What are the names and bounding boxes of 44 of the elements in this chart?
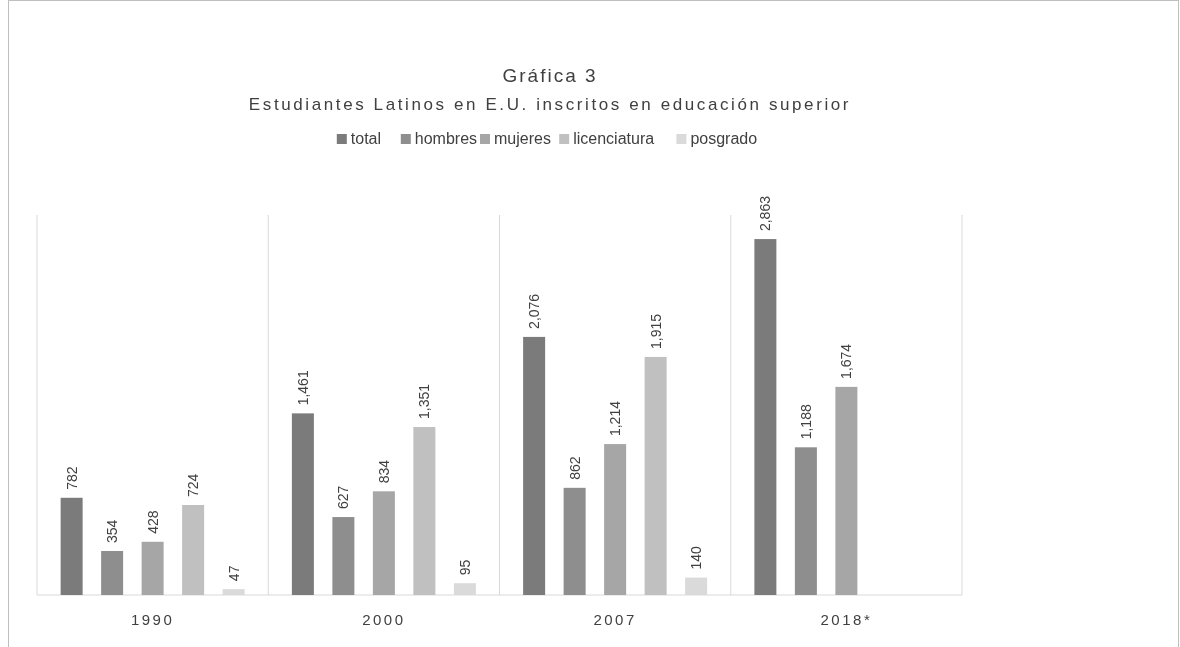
bar xyxy=(754,239,777,595)
bar xyxy=(182,504,205,595)
data-label: 782 xyxy=(63,466,80,490)
chart-title: Gráfica 3 xyxy=(502,65,598,86)
data-label: 1,351 xyxy=(416,383,433,420)
data-label: 47 xyxy=(225,565,242,582)
data-label: 627 xyxy=(335,485,352,510)
legend-label: licenciatura xyxy=(573,130,655,147)
data-label: 724 xyxy=(185,473,202,497)
x-tick-label: 2007 xyxy=(593,611,637,628)
data-label: 834 xyxy=(375,459,392,484)
legend-label: hombres xyxy=(414,130,478,147)
bar xyxy=(523,336,546,595)
bar xyxy=(563,487,586,595)
x-tick-label: 2018* xyxy=(820,611,873,628)
x-tick-label: 1990 xyxy=(130,611,175,628)
bar xyxy=(372,491,395,595)
legend-label: posgrado xyxy=(690,130,758,147)
bar xyxy=(60,497,83,595)
data-label: 2,076 xyxy=(526,293,543,329)
legend-label: mujeres xyxy=(494,130,551,147)
data-label: 1,461 xyxy=(294,370,311,406)
data-label: 862 xyxy=(566,456,583,480)
data-label: 95 xyxy=(456,559,473,576)
data-label: 1,214 xyxy=(607,400,624,437)
bar xyxy=(644,356,667,595)
bar xyxy=(141,541,164,595)
data-label: 1,188 xyxy=(797,404,814,440)
bar xyxy=(835,386,858,595)
data-label: 428 xyxy=(144,510,161,534)
data-label: 2,863 xyxy=(757,195,774,232)
x-tick-label: 2000 xyxy=(362,611,406,628)
data-label: 354 xyxy=(104,519,121,543)
bar xyxy=(101,550,124,595)
data-label: 140 xyxy=(688,546,705,570)
bar xyxy=(332,517,355,595)
bar xyxy=(413,427,436,595)
bar xyxy=(604,444,627,595)
bar xyxy=(794,447,817,595)
data-label: 1,674 xyxy=(838,343,855,379)
bar xyxy=(291,413,314,595)
chart-subtitle: Estudiantes Latinos en E.U. inscritos en educación superior xyxy=(248,95,852,114)
data-label: 1,915 xyxy=(647,313,664,349)
legend-label: total xyxy=(350,130,382,147)
